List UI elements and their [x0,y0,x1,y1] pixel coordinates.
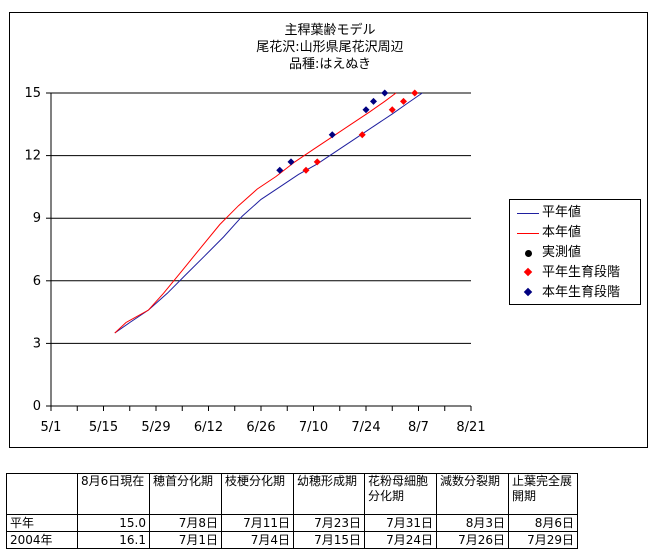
data-point-3 [358,131,366,139]
x-tick-label: 7/24 [351,420,380,435]
legend-item-honnen: 本年値 [510,223,640,243]
chart-title-line-2: 尾花沢:山形県尾花沢周辺 [256,40,404,55]
table-cell: 7月23日 [293,514,365,532]
table-cell: 16.1 [77,531,150,549]
x-tick-label: 5/1 [41,420,62,435]
data-point-4 [381,89,389,97]
table-cell: 7月11日 [221,514,294,532]
legend-diamond-symbol [523,267,533,277]
table-header-cell [6,473,78,515]
data-point-4 [287,158,295,166]
growth-stage-table: 8月6日現在 穂首分化期 枝梗分化期 幼穂形成期 花粉母細胞分化期 減数分裂期 … [6,473,578,549]
data-point-3 [313,158,321,166]
y-tick-label: 9 [33,211,41,226]
y-tick-label: 3 [33,336,41,351]
legend-line-symbol [517,213,539,214]
legend-item-heinen: 平年値 [510,203,640,223]
table-cell: 8月6日 [508,514,578,532]
legend-item-honnen-stage: 本年生育段階 [510,283,640,303]
table-row: 平年 15.0 7月8日 7月11日 7月23日 7月31日 8月3日 8月6日 [6,514,578,532]
data-point-4 [276,166,284,174]
data-point-3 [411,89,419,97]
chart-plot: 0 3 6 9 12 15 5/1 5/15 5/29 6/12 6/26 7/10 7/24 8/7 8/… [24,86,485,435]
table-cell: 7月26日 [436,531,509,549]
data-point-3 [400,97,407,105]
series-line-0 [114,92,423,334]
y-tick-label: 15 [24,86,41,101]
table-cell: 7月29日 [508,531,578,549]
legend-label: 平年生育段階 [542,265,621,280]
table-cell: 7月8日 [149,514,222,532]
chart-title-line-3: 品種:はえぬき [288,57,372,72]
table-row: 2004年 16.1 7月1日 7月4日 7月15日 7月24日 7月26日 7… [6,531,578,549]
chart-title-line-1: 主稈葉齢モデル [284,23,376,38]
table-header-cell: 減数分裂期 [436,473,509,515]
table-header-cell: 8月6日現在 [77,473,150,515]
legend-label: 本年生育段階 [542,285,621,300]
x-tick-label: 7/10 [299,420,328,435]
legend-item-jissoku: 実測値 [510,243,640,263]
x-tick-label: 8/7 [408,420,429,435]
y-tick-label: 12 [24,149,41,164]
table-header-cell: 枝梗分化期 [221,473,294,515]
table-row-label: 平年 [6,514,78,532]
x-tick-label: 5/29 [141,420,170,435]
table-header-row: 8月6日現在 穂首分化期 枝梗分化期 幼穂形成期 花粉母細胞分化期 減数分裂期 … [6,473,578,515]
table-cell: 7月31日 [364,514,437,532]
table-header-cell: 穂首分化期 [149,473,222,515]
legend-label: 平年値 [542,205,582,220]
table-cell: 7月24日 [364,531,437,549]
table-row-label: 2004年 [6,531,78,549]
table-header-cell: 止葉完全展開期 [508,473,578,515]
y-tick-label: 0 [33,399,41,414]
y-tick-label: 6 [33,274,41,289]
legend-label: 本年値 [542,225,582,240]
legend-dot-symbol [525,250,532,257]
series-line-1 [114,92,397,334]
table-cell: 15.0 [77,514,150,532]
table-cell: 8月3日 [436,514,509,532]
table-header-cell: 花粉母細胞分化期 [364,473,437,515]
data-point-4 [370,97,377,105]
data-point-3 [302,166,310,174]
x-tick-label: 6/26 [246,420,275,435]
x-tick-label: 5/15 [89,420,118,435]
legend-diamond-symbol [523,287,533,297]
data-point-3 [388,106,396,114]
table-header-cell: 幼穂形成期 [293,473,365,515]
data-point-4 [362,106,370,114]
chart-legend: 平年値 本年値 実測値 平年生育段階 本年生育段階 [509,199,641,305]
table-cell: 7月15日 [293,531,365,549]
legend-label: 実測値 [542,245,582,260]
x-tick-label: 6/12 [194,420,223,435]
data-point-4 [328,131,336,139]
table-cell: 7月1日 [149,531,222,549]
legend-line-symbol [517,233,539,234]
x-tick-label: 8/21 [456,420,485,435]
table-cell: 7月4日 [221,531,294,549]
legend-item-heinen-stage: 平年生育段階 [510,263,640,283]
